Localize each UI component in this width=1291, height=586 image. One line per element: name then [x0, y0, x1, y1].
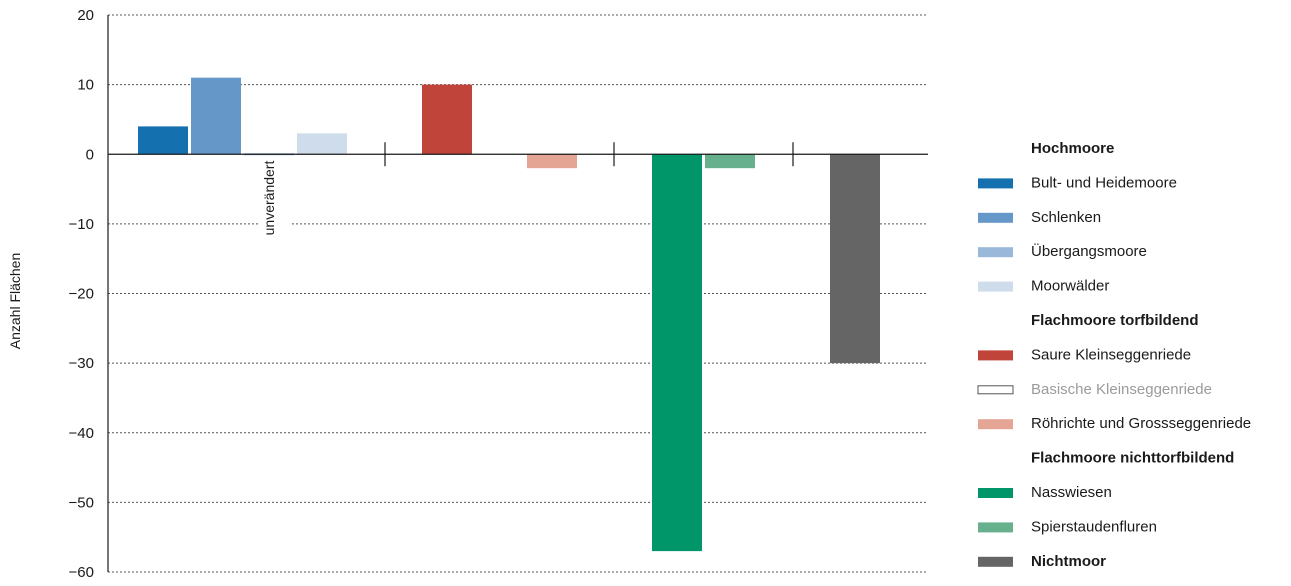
bar-spierstaudenfluren	[705, 154, 755, 169]
legend-swatch	[978, 488, 1013, 498]
legend-group-heading: Nichtmoor	[1031, 553, 1106, 570]
bar-r-hrichte-und-grossseggenriede	[527, 154, 577, 169]
legend-swatch	[978, 281, 1013, 292]
legend-label: Saure Kleinseggenriede	[1031, 346, 1191, 363]
bars	[138, 77, 880, 552]
y-tick-label: −10	[69, 216, 94, 233]
y-axis-label: Anzahl Flächen	[7, 253, 23, 350]
y-tick-labels: 20 10 0 −10 −20 −30 −40 −50 −60	[69, 7, 94, 581]
bar-nasswiesen	[652, 154, 702, 552]
bar-saure-kleinseggenriede	[422, 84, 472, 155]
legend-label: Übergangsmoore	[1031, 242, 1147, 260]
y-tick-label: −30	[69, 355, 94, 372]
legend-label: Röhrichte und Grossseggenriede	[1031, 415, 1251, 432]
legend-label: Spierstaudenfluren	[1031, 518, 1157, 535]
legend-label: Basische Kleinseggenriede	[1031, 381, 1212, 398]
legend-swatch	[978, 247, 1013, 258]
annotation-unveraendert: unverändert	[261, 161, 277, 236]
legend-swatch	[978, 178, 1013, 189]
y-tick-label: −40	[69, 425, 94, 442]
bar-nichtmoor	[830, 154, 880, 364]
y-tick-label: −60	[69, 564, 94, 581]
y-tick-label: −20	[69, 286, 94, 303]
bar-bult-und-heidemoore	[138, 126, 188, 155]
y-tick-label: 0	[86, 146, 94, 163]
gridlines	[108, 14, 928, 573]
legend-label: Moorwälder	[1031, 278, 1109, 295]
legend-swatch	[978, 556, 1013, 567]
legend-group-heading: Hochmoore	[1031, 140, 1114, 157]
legend-label: Bult- und Heidemoore	[1031, 174, 1177, 191]
annotation-gap	[258, 220, 292, 227]
legend-label: Schlenken	[1031, 209, 1101, 226]
axes	[107, 15, 928, 572]
bar-schlenken	[191, 77, 241, 155]
legend-swatch	[978, 212, 1013, 223]
legend-group-heading: Flachmoore nichttorfbildend	[1031, 450, 1234, 467]
bar-moorw-lder	[297, 133, 347, 155]
legend: Hochmoore Bult- und Heidemoore Schlenken Üb…	[977, 140, 1251, 570]
legend-group-heading: Flachmoore torfbildend	[1031, 312, 1199, 329]
legend-swatch	[978, 419, 1013, 430]
legend-swatch	[977, 385, 1014, 395]
legend-swatch	[978, 350, 1013, 361]
legend-swatch	[978, 522, 1013, 533]
legend-label: Nasswiesen	[1031, 484, 1112, 501]
y-tick-label: 10	[77, 77, 94, 94]
y-tick-label: −50	[69, 494, 94, 511]
y-tick-label: 20	[77, 7, 94, 24]
